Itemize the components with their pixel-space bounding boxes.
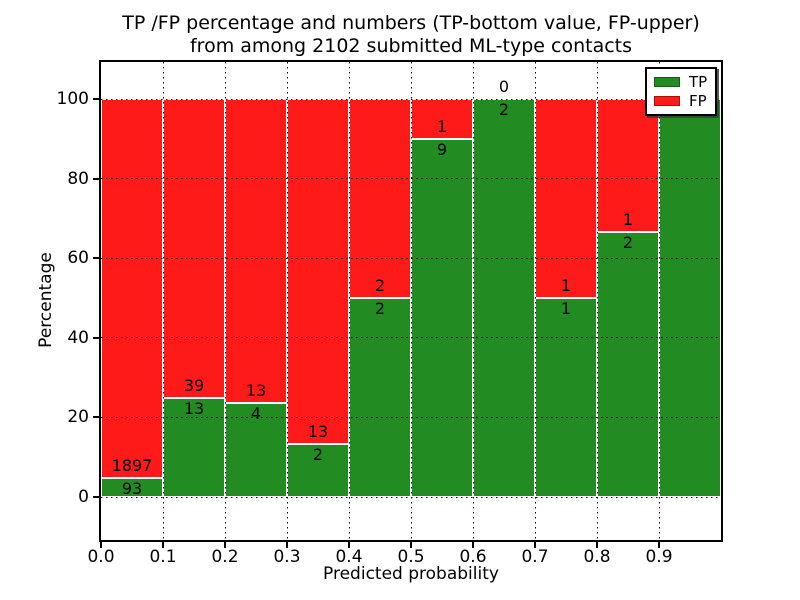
bar-segment-fp — [101, 99, 163, 479]
y-tick-mark — [93, 98, 99, 100]
bar-count-label-fp: 1897 — [111, 456, 153, 476]
bar-segment-tp — [473, 99, 535, 497]
bar-count-label-fp: 1 — [560, 276, 572, 295]
legend-entry: TP — [647, 74, 715, 90]
x-tick-label: 0.4 — [335, 547, 363, 567]
bar-count-label-tp: 2 — [374, 299, 386, 318]
x-tick-mark — [596, 542, 598, 548]
bar-count-label-tp: 4 — [250, 404, 262, 424]
gridline-vertical — [162, 62, 164, 540]
plot-area: 1897933913134132221902111207 — [99, 60, 723, 542]
x-tick-label: 0.6 — [459, 547, 487, 567]
bar-count-label-fp: 1 — [436, 116, 448, 136]
x-tick-mark — [286, 542, 288, 548]
x-tick-mark — [224, 542, 226, 548]
chart-title: TP /FP percentage and numbers (TP-bottom… — [99, 12, 723, 58]
bar-count-label-tp: 1 — [560, 299, 572, 318]
bar-segment-fp — [287, 99, 349, 444]
y-tick-mark — [93, 496, 99, 498]
x-tick-label: 0.5 — [397, 547, 425, 567]
x-tick-mark — [410, 542, 412, 548]
legend-swatch-fp — [654, 96, 680, 106]
x-tick-label: 0.1 — [149, 547, 177, 567]
bar-segment-fp — [163, 99, 225, 398]
gridline-vertical — [596, 62, 598, 540]
chart-title-line-1: TP /FP percentage and numbers (TP-bottom… — [122, 12, 700, 34]
bar-count-label-fp: 0 — [498, 77, 510, 96]
x-axis-label: Predicted probability — [323, 564, 499, 584]
x-tick-mark — [534, 542, 536, 548]
legend: TP FP — [645, 67, 717, 116]
x-tick-label: 0.2 — [211, 547, 239, 567]
bar-segment-fp — [411, 99, 473, 139]
bar-count-label-tp: 13 — [183, 398, 205, 418]
bar-segment-tp — [287, 443, 349, 497]
bar-count-label-fp: 13 — [307, 421, 329, 441]
bar-segment-tp — [535, 298, 597, 497]
gridline-vertical — [534, 62, 536, 540]
bar-segment-tp — [163, 397, 225, 497]
y-tick-label: 80 — [67, 168, 89, 189]
bar-segment-tp — [597, 231, 659, 497]
y-tick-mark — [93, 416, 99, 419]
bar-count-label-fp: 1 — [622, 209, 634, 229]
gridline-vertical — [410, 62, 412, 540]
x-tick-mark — [658, 542, 660, 548]
y-tick-mark — [93, 177, 99, 180]
legend-swatch-tp — [654, 77, 680, 87]
bar-count-label-tp: 9 — [436, 139, 448, 159]
x-tick-mark — [348, 542, 350, 548]
bar-count-label-tp: 2 — [622, 232, 634, 252]
gridline-vertical — [472, 62, 474, 540]
y-tick-label: 20 — [67, 407, 89, 428]
bar-count-label-fp: 13 — [245, 381, 267, 401]
bar-segment-fp — [535, 99, 597, 298]
gridline-vertical — [286, 62, 288, 540]
x-tick-mark — [162, 542, 164, 548]
y-tick-label: 0 — [78, 487, 89, 507]
bar-segment-tp — [659, 99, 721, 497]
x-tick-mark — [100, 542, 102, 548]
y-tick-mark — [93, 257, 99, 260]
chart-title-line-2: from among 2102 submitted ML-type contac… — [189, 35, 633, 57]
bar-count-label-fp: 39 — [183, 375, 205, 395]
y-tick-mark — [93, 336, 99, 339]
x-tick-label: 0.7 — [521, 547, 549, 567]
bar-segment-tp — [225, 403, 287, 497]
bar-count-label-fp: 2 — [374, 276, 386, 295]
y-tick-label: 60 — [67, 248, 89, 269]
x-tick-label: 0.8 — [583, 547, 611, 567]
gridline-vertical — [658, 62, 660, 540]
x-tick-label: 0.9 — [645, 547, 673, 567]
gridline-vertical — [224, 62, 226, 540]
bar-segment-tp — [349, 298, 411, 497]
gridline-vertical — [348, 62, 350, 540]
x-tick-label: 0.0 — [87, 547, 115, 567]
bar-count-label-tp: 93 — [121, 479, 143, 499]
legend-label: TP — [689, 73, 708, 91]
bar-count-label-tp: 2 — [312, 444, 324, 464]
bar-segment-fp — [225, 99, 287, 404]
legend-label: FP — [689, 92, 707, 110]
x-tick-mark — [472, 542, 474, 548]
legend-entry: FP — [647, 93, 715, 109]
bar-count-label-tp: 2 — [498, 100, 510, 119]
bar-segment-fp — [349, 99, 411, 298]
y-tick-label: 100 — [56, 89, 89, 109]
y-tick-label: 40 — [67, 327, 89, 348]
bar-segment-fp — [597, 99, 659, 232]
bar-segment-tp — [411, 138, 473, 497]
x-tick-label: 0.3 — [273, 547, 301, 567]
